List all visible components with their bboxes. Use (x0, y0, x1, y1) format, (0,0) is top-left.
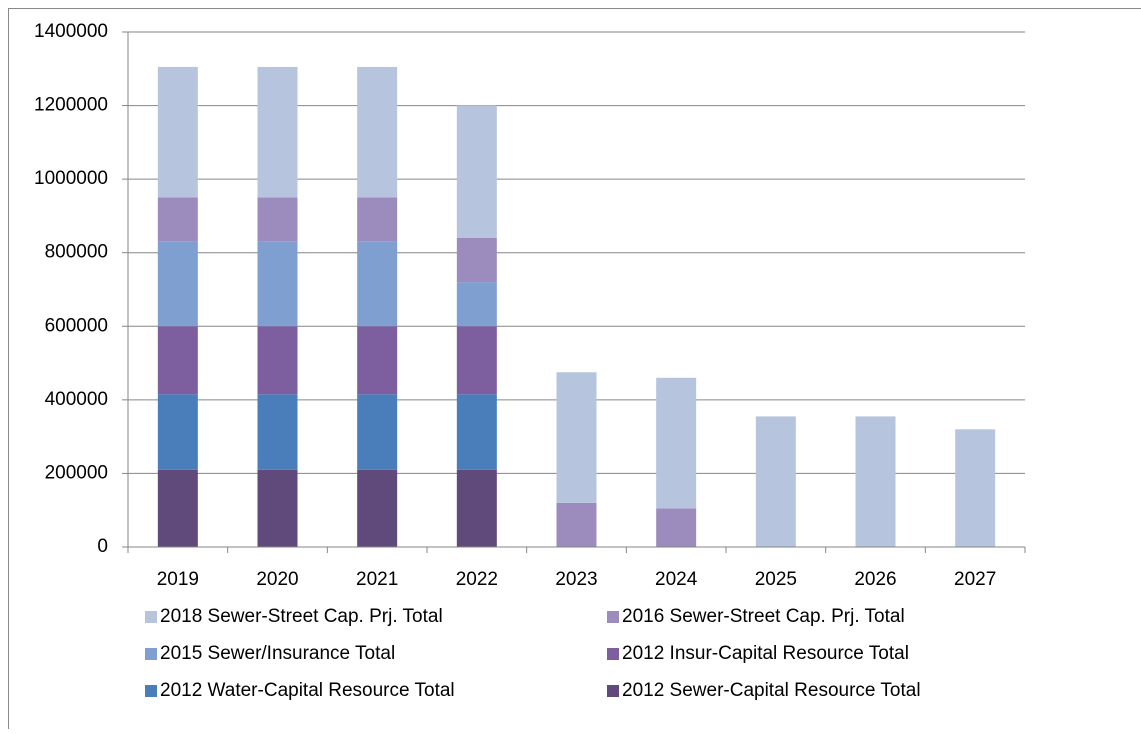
bar-segment (557, 503, 597, 547)
bar-segment (656, 378, 696, 509)
y-tick-label: 200000 (45, 462, 108, 483)
x-tick-label: 2023 (555, 569, 597, 590)
bar-segment (158, 326, 198, 394)
legend-label: 2016 Sewer-Street Cap. Prj. Total (622, 606, 905, 627)
bar-segment (258, 470, 298, 547)
bar-segment (258, 394, 298, 469)
y-tick-label: 600000 (45, 315, 108, 336)
bar-segment (457, 470, 497, 547)
bar-segment (357, 470, 397, 547)
bar-segment (756, 416, 796, 547)
bar-segment (158, 470, 198, 547)
bar-segment (457, 238, 497, 282)
bar-segment (457, 394, 497, 469)
bar-segment (457, 106, 497, 238)
bar-segment (457, 282, 497, 326)
x-tick-label: 2019 (157, 569, 199, 590)
x-tick-label: 2024 (655, 569, 698, 590)
bar-segment (258, 326, 298, 394)
bar-segment (258, 67, 298, 198)
bar-segment (158, 67, 198, 198)
y-tick-label: 0 (97, 536, 108, 557)
legend-swatch (145, 648, 157, 660)
legend-label: 2018 Sewer-Street Cap. Prj. Total (160, 606, 443, 627)
bar-segment (357, 326, 397, 394)
bar-segment (357, 242, 397, 327)
x-tick-label: 2022 (456, 569, 498, 590)
bar-segment (258, 242, 298, 327)
bar-segment (357, 394, 397, 469)
bar-segment (955, 429, 995, 547)
y-tick-label: 1000000 (34, 168, 108, 189)
y-tick-label: 800000 (45, 242, 108, 263)
legend-label: 2012 Sewer-Capital Resource Total (622, 680, 921, 701)
bar-segment (158, 198, 198, 242)
bar-segment (158, 394, 198, 469)
bar-segment (357, 67, 397, 198)
y-tick-label: 1200000 (34, 95, 108, 116)
legend-label: 2012 Water-Capital Resource Total (160, 680, 455, 701)
x-tick-label: 2020 (256, 569, 298, 590)
y-tick-label: 400000 (45, 389, 108, 410)
x-tick-label: 2027 (954, 569, 996, 590)
legend-label: 2015 Sewer/Insurance Total (160, 643, 395, 664)
x-tick-label: 2021 (356, 569, 398, 590)
bar-segment (656, 508, 696, 547)
y-tick-label: 1400000 (34, 21, 108, 42)
legend-swatch (607, 685, 619, 697)
bar-segment (856, 416, 896, 547)
bar-segment (357, 198, 397, 242)
bar-segment (557, 372, 597, 503)
bar-segment (258, 198, 298, 242)
legend-swatch (145, 611, 157, 623)
legend-swatch (607, 611, 619, 623)
legend-swatch (607, 648, 619, 660)
legend-swatch (145, 685, 157, 697)
bar-segment (457, 326, 497, 394)
x-tick-label: 2026 (854, 569, 896, 590)
legend-label: 2012 Insur-Capital Resource Total (622, 643, 909, 664)
x-tick-label: 2025 (755, 569, 797, 590)
bar-segment (158, 242, 198, 327)
